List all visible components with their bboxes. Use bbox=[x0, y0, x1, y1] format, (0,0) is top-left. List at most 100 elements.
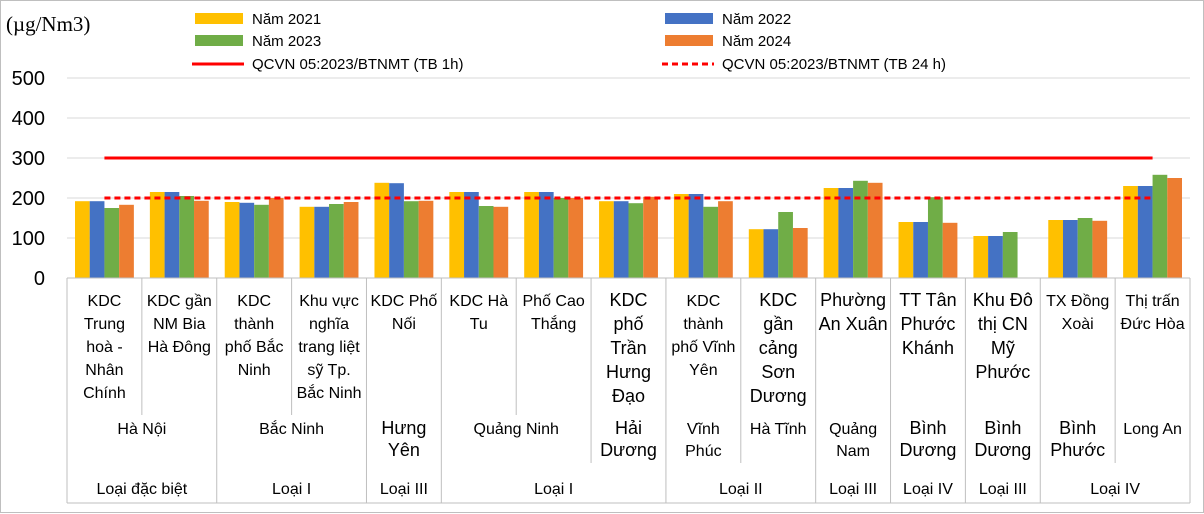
bar bbox=[478, 206, 494, 278]
bar bbox=[628, 203, 644, 278]
category-label: Phước bbox=[901, 314, 956, 334]
category-label: Đức Hòa bbox=[1121, 316, 1185, 333]
bar bbox=[1123, 186, 1138, 278]
bar bbox=[1152, 174, 1168, 278]
bar bbox=[988, 236, 1003, 278]
category-label: KDC bbox=[759, 290, 797, 310]
province-label: Bắc Ninh bbox=[259, 419, 324, 438]
bar bbox=[673, 194, 689, 278]
bar bbox=[179, 196, 195, 278]
bar bbox=[449, 192, 465, 278]
y-tick-label: 100 bbox=[12, 228, 45, 250]
category-label: trang liệt bbox=[298, 339, 360, 356]
bar bbox=[299, 206, 315, 278]
category-label: Sơn bbox=[761, 362, 795, 382]
y-tick-label: 200 bbox=[12, 188, 45, 210]
bar bbox=[643, 196, 658, 278]
category-label: nghĩa bbox=[309, 316, 349, 333]
legend-entry: Năm 2021 bbox=[252, 11, 321, 28]
bar bbox=[89, 201, 105, 278]
y-tick-label: 0 bbox=[34, 268, 45, 290]
bar bbox=[389, 183, 404, 278]
category-label: phố Bắc bbox=[225, 337, 284, 356]
bar bbox=[823, 188, 839, 278]
category-label: gần bbox=[763, 314, 793, 334]
category-label: KDC Hà bbox=[449, 293, 508, 310]
bar bbox=[493, 206, 509, 278]
province-label: Yên bbox=[388, 440, 420, 460]
category-label: Trung bbox=[84, 316, 125, 333]
y-unit-label: (µg/Nm3) bbox=[6, 12, 90, 36]
province-label: Hải bbox=[615, 418, 642, 438]
province-label: Bình bbox=[984, 418, 1021, 438]
bar bbox=[254, 204, 269, 278]
bar bbox=[778, 212, 793, 278]
category-label: NM Bia bbox=[153, 316, 206, 333]
province-label: Bình bbox=[909, 418, 946, 438]
category-label: KDC gần bbox=[147, 293, 212, 310]
province-label: Quảng Ninh bbox=[474, 421, 559, 438]
category-label: Xoài bbox=[1062, 316, 1094, 333]
y-tick-label: 300 bbox=[12, 148, 45, 170]
category-label: Thị trấn bbox=[1125, 293, 1179, 310]
bar bbox=[164, 192, 180, 278]
province-label: Vĩnh bbox=[687, 421, 720, 438]
category-label: thị CN bbox=[978, 314, 1028, 334]
province-label: Phúc bbox=[685, 443, 721, 460]
category-label: Nhân bbox=[85, 362, 123, 379]
bar bbox=[703, 206, 719, 278]
category-label: thành bbox=[683, 316, 723, 333]
bar bbox=[374, 182, 390, 278]
category-label: Bắc Ninh bbox=[297, 383, 362, 402]
category-label: Khu vực bbox=[299, 293, 359, 310]
urban-class-label: Loại III bbox=[380, 481, 428, 498]
province-label: Phước bbox=[1050, 440, 1105, 460]
bar bbox=[538, 192, 554, 278]
bar bbox=[1062, 220, 1078, 278]
bar bbox=[718, 201, 733, 278]
category-label: hoà - bbox=[86, 339, 122, 356]
bar bbox=[973, 236, 989, 278]
bar bbox=[1167, 178, 1182, 278]
category-label: KDC bbox=[609, 290, 647, 310]
bar bbox=[613, 201, 629, 278]
category-label: Hà Đông bbox=[148, 339, 211, 356]
y-tick-label: 500 bbox=[12, 68, 45, 90]
category-label: Ninh bbox=[238, 362, 271, 379]
bar bbox=[867, 182, 883, 278]
bar bbox=[688, 194, 704, 278]
urban-class-label: Loại IV bbox=[1090, 481, 1140, 498]
bar bbox=[524, 192, 539, 278]
bar bbox=[763, 229, 779, 278]
category-label: cảng bbox=[759, 338, 798, 358]
category-label: TX Đồng bbox=[1046, 293, 1109, 310]
province-label: Hà Tĩnh bbox=[750, 421, 807, 438]
bar bbox=[1002, 232, 1018, 278]
category-label: Tu bbox=[470, 316, 488, 333]
category-label: KDC bbox=[88, 293, 122, 310]
urban-class-label: Loại IV bbox=[903, 481, 953, 498]
bar bbox=[314, 206, 330, 278]
province-label: Bình bbox=[1059, 418, 1096, 438]
category-label: Phố Cao bbox=[523, 293, 585, 310]
category-label: Phường bbox=[820, 290, 886, 310]
province-label: Dương bbox=[900, 440, 957, 460]
bar bbox=[553, 198, 569, 278]
bar bbox=[194, 200, 209, 278]
category-label: Hưng bbox=[606, 362, 651, 382]
bar bbox=[853, 180, 868, 278]
category-label: Khu Đô bbox=[973, 290, 1033, 310]
bar bbox=[464, 192, 479, 278]
bar bbox=[1137, 186, 1153, 278]
urban-class-label: Loại III bbox=[979, 481, 1027, 498]
urban-class-label: Loại III bbox=[829, 481, 877, 498]
category-label: Chính bbox=[83, 385, 126, 402]
category-label: KDC bbox=[686, 293, 720, 310]
legend-entry: Năm 2022 bbox=[722, 11, 791, 28]
urban-class-label: Loại II bbox=[719, 481, 763, 498]
urban-class-label: Loại I bbox=[272, 481, 311, 498]
bar bbox=[268, 198, 284, 278]
legend-swatch bbox=[665, 13, 713, 24]
